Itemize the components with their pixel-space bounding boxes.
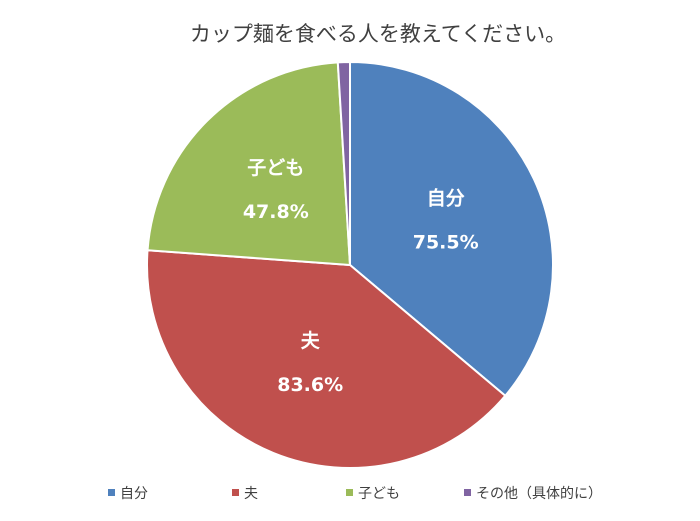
legend-label-self: 自分 [120, 486, 148, 502]
legend-swatch-husband [232, 489, 239, 496]
slice-name-label-children: 子ども [247, 157, 304, 179]
legend-label-other: その他（具体的に） [476, 486, 602, 502]
slice-value-label-husband: 83.6% [277, 374, 343, 396]
slice-value-label-children: 47.8% [243, 201, 309, 223]
slice-name-label-husband: 夫 [301, 330, 321, 352]
slice-labels: 自分 75.5% 夫 83.6% 子ども 47.8% [243, 157, 479, 396]
pie-slice-husband [146, 249, 507, 469]
legend-swatch-other [464, 489, 471, 496]
pie-slice-other [336, 60, 351, 266]
legend-label-husband: 夫 [244, 486, 258, 502]
chart-title: カップ麺を食べる人を教えてください。 [190, 22, 566, 46]
legend: 自分 夫 子ども その他（具体的に） [108, 486, 602, 502]
legend-swatch-children [346, 489, 353, 496]
pie-slice-children [146, 61, 352, 267]
legend-label-children: 子ども [358, 486, 400, 502]
pie-slice-self [349, 60, 554, 398]
slice-name-label-self: 自分 [427, 187, 465, 210]
legend-swatch-self [108, 489, 115, 496]
pie-slices [146, 60, 554, 469]
slice-value-label-self: 75.5% [413, 232, 479, 254]
